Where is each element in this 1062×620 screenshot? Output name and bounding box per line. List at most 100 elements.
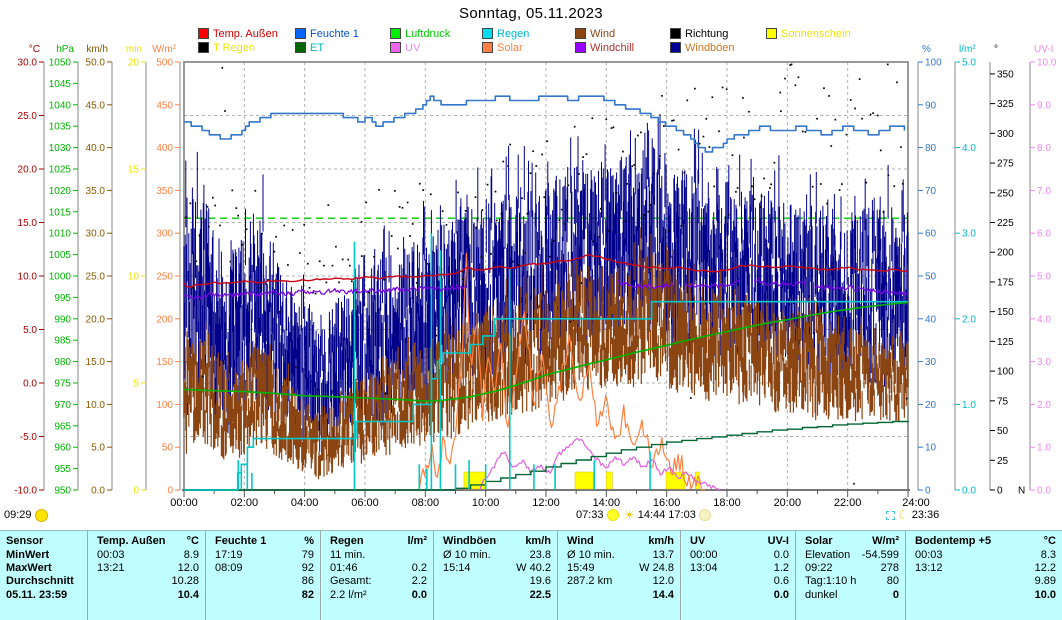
axis-tick-label: 0.0: [962, 486, 976, 497]
axis-tick-label: 25.0: [18, 111, 38, 122]
table-column-unit: UV-I: [767, 535, 789, 547]
table-column-name: Bodentemp +5: [915, 535, 992, 547]
x-tick-label: 18:00: [713, 497, 741, 509]
x-tick-label: 14:00: [593, 497, 621, 509]
axis-tick-label: 985: [54, 336, 71, 347]
table-cell-value: 8.3: [1040, 549, 1056, 561]
legend-item-sonnenschein: Sonnenschein: [766, 28, 851, 40]
table-cell-value: -54.599: [861, 549, 899, 561]
table-cell-value: 13.7: [652, 549, 674, 561]
series-wind: [183, 227, 909, 480]
axis-l-m-r: l/m² 0.0 1.0 2.0 3.0 4.0 5.0: [954, 44, 976, 497]
axis-tick-label: 40.0: [86, 143, 106, 154]
legend-swatch-sonnenschein-icon: [766, 28, 777, 39]
table-row-label: 05.11. 23:59: [6, 589, 68, 601]
table-cell-value: 10.4: [177, 589, 199, 601]
table-row: 0.6: [681, 575, 796, 588]
annotation-time: 17:03: [668, 509, 696, 521]
legend-swatch-luftdruck-icon: [390, 28, 401, 39]
table-cell-value: 92: [301, 562, 314, 574]
axis-unit-label: W/m²: [152, 44, 177, 55]
table-row-label: MaxWert: [6, 562, 52, 574]
table-row: 00:03 8.3: [906, 549, 1062, 562]
axis-tick-label: 300: [997, 129, 1014, 140]
table-column-windb-en: Windböen km/h Ø 10 min. 23.8 15:14 W 40.2 19.6…: [433, 531, 558, 620]
axis-tick-label: 35.0: [86, 186, 106, 197]
table-cell-value: 0.0: [773, 589, 789, 601]
axis-tick-label: 975: [54, 379, 71, 390]
table-header: Temp. Außen °C: [88, 535, 206, 548]
axis-tick-label: 1.0: [962, 400, 976, 411]
x-tick-label: 12:00: [532, 497, 560, 509]
axis-tick-label: 100: [925, 58, 942, 69]
table-cell-value: 1.2: [773, 562, 789, 574]
axis-tick-label: 80: [925, 143, 937, 154]
axis-tick-label: 10.0: [18, 272, 38, 283]
axis-unit-label: min: [126, 44, 142, 55]
table-cell-value: 0.0: [773, 549, 789, 561]
table-row-label: Durchschnitt: [6, 575, 74, 587]
table-cell-value: 79: [301, 549, 314, 561]
table-column-regen: Regen l/m² 11 min. 01:46 0.2 Gesamt: 2.2 2.2 l/…: [320, 531, 434, 620]
annotation-sunset-moonrise: ☀ 14:44 17:03: [624, 508, 711, 522]
axis-tick-label: 970: [54, 400, 71, 411]
table-cell-value: 0.0: [411, 589, 427, 601]
series-uv: [479, 437, 721, 491]
axis-tick-label: 1035: [49, 122, 72, 133]
annotation-moon-evening: ☾ 23:36: [886, 508, 939, 522]
table-column-name: Temp. Außen: [97, 535, 166, 547]
legend-item-regen: Regen: [482, 28, 529, 40]
table-cell-value: 0: [892, 589, 899, 601]
axis-tick-label: 90: [925, 100, 937, 111]
annotation-time: 09:29: [4, 509, 32, 521]
legend-item-windchill: Windchill: [575, 42, 634, 54]
axis-tick-label: 50.0: [86, 58, 106, 69]
table-cell-value: 86: [301, 575, 314, 587]
axis-tick-label: 5.0: [23, 325, 37, 336]
axis-tick-label: 100: [997, 367, 1014, 378]
table-column-unit: %: [304, 535, 314, 547]
table-cell-label: 17:19: [215, 549, 243, 561]
axis-tick-label: 45.0: [86, 100, 106, 111]
series-solar: [418, 252, 706, 491]
axis--r: ° 0 25 50 75 100 125 150 175 200 225 250 275 300 325 35…: [989, 44, 1025, 497]
table-cell-label: 287.2 km: [567, 575, 613, 587]
table-row: 9.89: [906, 575, 1062, 588]
axis-w-m-l: W/m² 0 50 100 150 200 250 300 350 400 450 500: [152, 44, 181, 497]
table-cell-value: 10.28: [171, 575, 199, 587]
table-row: 00:03 8.9: [88, 549, 206, 562]
table-cell-value: 8.9: [183, 549, 199, 561]
axis-tick-label: 1040: [49, 100, 72, 111]
table-cell-value: 22.5: [529, 589, 551, 601]
table-row: 13:21 12.0: [88, 562, 206, 575]
table-header: Solar W/m²: [796, 535, 906, 548]
annotation-time: 23:36: [911, 509, 940, 521]
axis-tick-label: 0: [925, 486, 931, 497]
axis-tick-label: 5.0: [91, 443, 105, 454]
axis-tick-label: -5.0: [20, 432, 38, 443]
x-tick-label: 00:00: [170, 497, 198, 509]
table-cell-value: 14.4: [652, 589, 674, 601]
x-tick-label: 24:00: [902, 497, 930, 509]
stats-table: Sensor MinWert MaxWert Durchschnitt 05.11. 2…: [0, 530, 1062, 620]
axis-tick-label: 9.0: [1037, 100, 1051, 111]
legend-label: T Regen: [213, 42, 255, 54]
axis-tick-label: 0.0: [1037, 486, 1051, 497]
axis-tick-label: 10: [925, 443, 937, 454]
table-row: 82: [206, 589, 321, 602]
table-cell-label: dunkel: [805, 589, 838, 601]
table-row: 86: [206, 575, 321, 588]
table-column-name: Regen: [330, 535, 364, 547]
axis-unit-label: l/m²: [959, 44, 976, 55]
table-column-solar: Solar W/m² Elevation -54.599 09:22 278 Tag:1:1…: [795, 531, 906, 620]
table-row: 15:49 W 24.8: [558, 562, 681, 575]
axis-tick-label: 7.0: [1037, 186, 1051, 197]
table-column-unit: °C: [186, 535, 199, 547]
table-row: 13:12 12.2: [906, 562, 1062, 575]
table-column-unit: °C: [1043, 535, 1056, 547]
table-cell-value: 12.2: [1034, 562, 1056, 574]
chart: °C -10.0 -5.0 0.0 5.0 10.0 15.0 20.0 25.0 30.0 hPa…: [14, 44, 1057, 509]
table-cell-label: 15:14: [443, 562, 471, 574]
annotation-moon-morning: 07:33: [576, 508, 619, 522]
table-column-name: Feuchte 1: [215, 535, 267, 547]
